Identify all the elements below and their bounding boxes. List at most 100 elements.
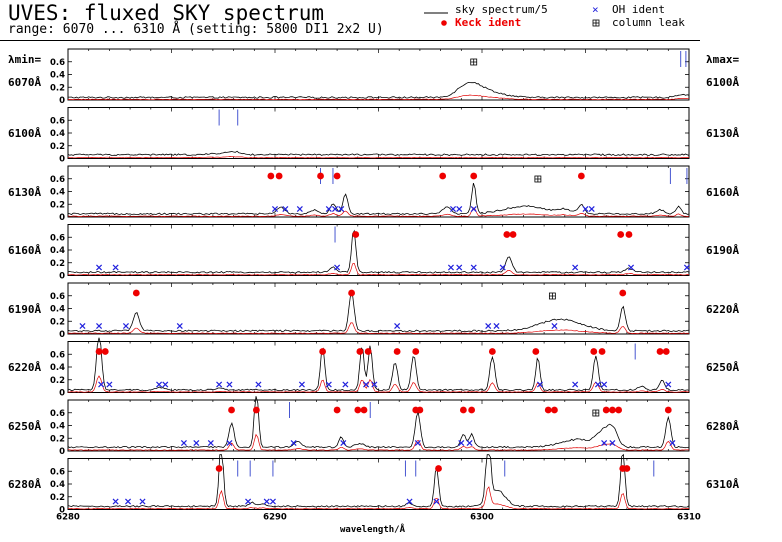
legend-oh-label: OH ident	[612, 3, 665, 16]
y-tick-label: 0	[59, 447, 65, 457]
x-axis-label: wavelength/Å	[340, 525, 406, 535]
oh-ident-marker	[371, 381, 378, 388]
keck-ident-marker	[356, 348, 364, 355]
oh-ident-marker	[96, 322, 103, 330]
y-tick-label: 0	[59, 213, 65, 223]
y-tick-label: 0.4	[50, 305, 65, 315]
legend-sky-label: sky spectrum/5	[455, 3, 548, 16]
keck-ident-marker	[459, 406, 467, 414]
panel-frame	[67, 399, 690, 452]
fluxed-spectrum-line	[67, 322, 690, 334]
legend-keck-marker	[441, 20, 447, 26]
legend-oh-marker: ×	[592, 3, 599, 16]
sky-spectrum-line	[67, 337, 690, 392]
column-leak-cross	[592, 410, 599, 416]
panel-lambda-min: 6190Å	[8, 302, 42, 316]
y-tick-label: 0.4	[50, 422, 65, 432]
keck-ident-marker	[132, 289, 140, 297]
oh-ident-marker	[338, 205, 345, 213]
oh-ident-marker	[122, 322, 129, 330]
keck-ident-marker	[509, 231, 517, 238]
oh-ident-marker	[406, 498, 413, 505]
column-leak-cross	[534, 176, 541, 182]
fluxed-spectrum-line	[67, 433, 690, 451]
panel-lambda-max: 6280Å	[706, 419, 740, 433]
legend-leak-marker	[592, 19, 600, 27]
oh-ident-marker	[628, 264, 635, 271]
sky-spectrum-line	[67, 453, 690, 508]
chart-subtitle: range: 6070 ... 6310 Å (setting: 5800 DI…	[8, 22, 384, 37]
y-tick-label: 0.2	[50, 376, 65, 386]
keck-ident-marker	[656, 348, 664, 355]
y-tick-label: 0.6	[50, 409, 65, 419]
x-tick-label: 6290	[263, 513, 287, 523]
y-tick-label: 0.6	[50, 467, 65, 477]
panel-lambda-min: 6130Å	[8, 185, 42, 199]
oh-ident-marker	[601, 381, 608, 388]
oh-ident-marker	[112, 264, 119, 271]
title-rule	[0, 40, 700, 41]
oh-ident-marker	[98, 381, 105, 388]
keck-ident-marker	[319, 348, 327, 355]
keck-ident-marker	[662, 348, 670, 355]
keck-ident-marker	[393, 348, 401, 355]
oh-ident-marker	[125, 498, 132, 505]
oh-ident-marker	[572, 381, 579, 388]
y-tick-label: 0	[59, 155, 65, 165]
keck-ident-marker	[101, 348, 109, 355]
oh-ident-marker	[290, 439, 297, 447]
sky-spectrum-line	[68, 82, 690, 99]
panel-lambda-min: 6280Å	[8, 478, 42, 491]
keck-ident-marker	[333, 406, 341, 414]
oh-ident-marker	[156, 381, 163, 388]
oh-ident-marker	[269, 498, 276, 505]
oh-ident-marker	[112, 498, 119, 505]
y-tick-label: 0.4	[50, 188, 65, 198]
panel-lambda-min: 6250Å	[8, 419, 42, 433]
panel-6100Å: 0 0.2 0.4 0.6	[50, 107, 690, 165]
keck-ident-marker	[215, 465, 223, 472]
keck-ident-marker	[602, 406, 610, 414]
fluxed-spectrum-line	[67, 156, 690, 159]
y-tick-label: 0.4	[50, 363, 65, 373]
oh-ident-marker	[609, 439, 616, 447]
fluxed-spectrum-line	[67, 375, 690, 393]
keck-ident-marker	[609, 406, 616, 414]
oh-ident-marker	[245, 498, 252, 505]
panel-lambda-max: 6130Å	[706, 127, 740, 140]
keck-ident-marker	[364, 348, 372, 355]
keck-ident-marker	[503, 231, 511, 238]
y-tick-label: 0.4	[50, 129, 65, 139]
lambda-min-header: λmin=	[8, 53, 42, 66]
oh-ident-marker	[447, 264, 454, 271]
oh-ident-marker	[263, 498, 270, 505]
oh-ident-marker	[470, 205, 477, 213]
oh-ident-marker	[296, 205, 303, 213]
oh-ident-marker	[162, 381, 169, 388]
keck-ident-marker	[623, 465, 631, 472]
oh-ident-marker	[536, 381, 543, 388]
keck-ident-marker	[598, 348, 606, 355]
panel-lambda-max: 6100Å	[706, 75, 740, 89]
keck-ident-marker	[267, 172, 275, 180]
y-tick-label: 0.6	[50, 116, 65, 126]
y-tick-label: 0.2	[50, 493, 65, 503]
oh-ident-marker	[334, 264, 341, 271]
oh-ident-marker	[271, 205, 279, 213]
y-tick-label: 0	[59, 272, 65, 282]
panel-6070Å: 0 0.2 0.4 0.6	[50, 48, 690, 106]
oh-ident-marker	[665, 381, 672, 388]
y-tick-label: 0.2	[50, 434, 65, 444]
oh-ident-marker	[683, 264, 690, 271]
panel-6130Å: 0 0.2 0.4 0.6	[50, 165, 690, 223]
x-tick-label: 6280	[56, 513, 80, 523]
oh-ident-marker	[466, 439, 473, 447]
keck-ident-marker	[412, 348, 420, 355]
panel-6160Å: 0 0.2 0.4 0.6	[50, 224, 690, 282]
y-tick-label: 0.6	[50, 233, 65, 243]
keck-ident-marker	[468, 406, 476, 414]
oh-ident-marker	[207, 439, 214, 447]
oh-ident-marker	[458, 439, 465, 447]
sky-spectrum-line	[67, 290, 690, 333]
keck-ident-marker	[625, 231, 633, 238]
